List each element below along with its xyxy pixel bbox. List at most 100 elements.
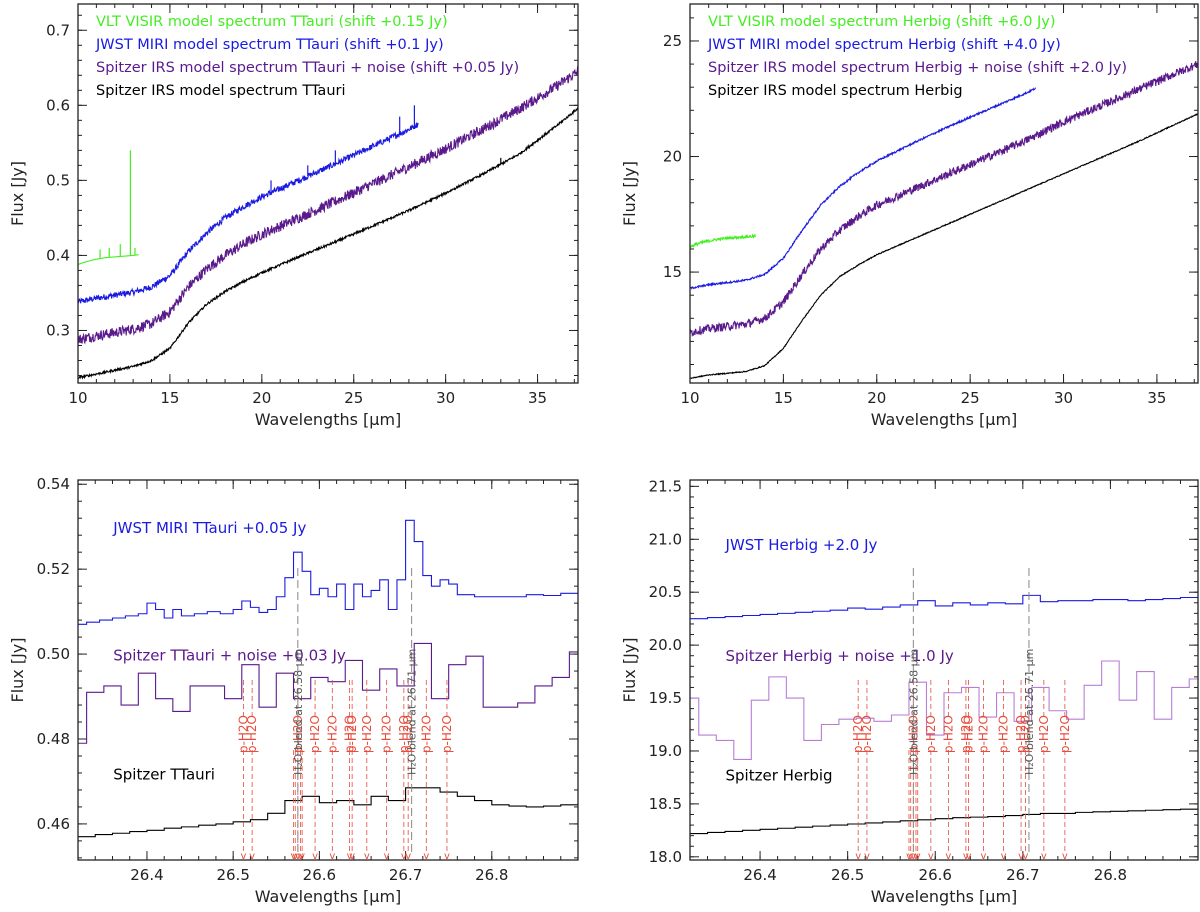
plot-area [78, 65, 578, 380]
y-tick-label: 21.5 [649, 477, 682, 495]
h2o-line-arrow: v [910, 851, 916, 862]
y-tick-label: 0.54 [37, 475, 70, 493]
series-line-1 [690, 87, 1037, 291]
h2o-line-arrow: v [241, 851, 247, 862]
y-tick-label: 0.4 [46, 246, 70, 264]
h2o-line-arrow: v [1001, 851, 1007, 862]
y-axis-label: Flux [Jy] [8, 161, 27, 226]
series-annotation: JWST MIRI TTauri +0.05 Jy [112, 519, 306, 537]
blend-marker-label: H₂O blend at 26.58 μm [907, 649, 920, 775]
series-line-2 [78, 65, 578, 345]
y-tick-label: 0.46 [37, 815, 70, 833]
h2o-line-label: p-H2O [308, 715, 322, 753]
h2o-line-arrow: v [915, 851, 921, 862]
h2o-line-label: p-H2O [325, 715, 339, 753]
h2o-line-label: p-H2O [419, 715, 433, 753]
h2o-line-arrow: v [1022, 851, 1028, 862]
h2o-line-arrow: v [299, 851, 305, 862]
h2o-line-arrow: v [347, 851, 353, 862]
h2o-line-arrow: v [913, 851, 919, 862]
x-tick-label: 35 [1147, 389, 1166, 407]
h2o-line-arrow: v [906, 851, 912, 862]
h2o-line-arrow: v [928, 851, 934, 862]
x-tick-label: 15 [774, 389, 793, 407]
y-tick-label: 0.5 [46, 171, 70, 189]
plot-area [690, 568, 1198, 854]
h2o-line-label: p-H2O [237, 715, 251, 753]
legend-entry: Spitzer IRS model spectrum Herbig + nois… [708, 60, 1127, 76]
h2o-line-label: p-H2O [440, 715, 454, 753]
h2o-line-arrow: v [249, 851, 255, 862]
legend-entry: VLT VISIR model spectrum Herbig (shift +… [708, 14, 1056, 30]
h2o-line-arrow: v [384, 851, 390, 862]
h2o-line-label: p-H2O [959, 715, 973, 753]
legend-entry: Spitzer IRS model spectrum Herbig [708, 83, 963, 99]
h2o-line-label: p-H2O [397, 715, 411, 753]
h2o-line-label: p-H2O [976, 715, 990, 753]
h2o-line-arrow: v [401, 851, 407, 862]
y-tick-label: 18.0 [649, 848, 682, 866]
y-tick-label: 0.3 [46, 321, 70, 339]
h2o-line-label: p-H2O [345, 715, 359, 753]
h2o-line-arrow: v [1018, 851, 1024, 862]
h2o-line-label: p-H2O [851, 715, 865, 753]
legend-entry: Spitzer IRS model spectrum TTauri [96, 83, 346, 99]
y-tick-label: 0.52 [37, 560, 70, 578]
y-tick-label: 25 [663, 32, 682, 50]
y-tick-label: 15 [663, 263, 682, 281]
x-tick-label: 10 [68, 389, 87, 407]
h2o-line-arrow: v [349, 851, 355, 862]
series-annotation: JWST Herbig +2.0 Jy [725, 536, 878, 554]
x-tick-label: 26.4 [743, 866, 776, 884]
h2o-line-label: p-H2O [245, 715, 259, 753]
h2o-line-label: p-H2O [924, 715, 938, 753]
series-line-0 [78, 519, 578, 625]
series-annotation: Spitzer Herbig + noise +1.0 Jy [726, 647, 954, 665]
h2o-line-arrow: v [291, 851, 297, 862]
h2o-line-label: p-H2O [291, 715, 305, 753]
x-tick-label: 30 [1054, 389, 1073, 407]
x-axis-label: Wavelengths [μm] [255, 887, 402, 906]
x-tick-label: 26.7 [1006, 866, 1039, 884]
h2o-line-arrow: v [864, 851, 870, 862]
h2o-line-arrow: v [329, 851, 335, 862]
x-axis-label: Wavelengths [μm] [871, 410, 1018, 429]
h2o-line-arrow: v [423, 851, 429, 862]
chart-panel-bottom-right: 26.4 26.5 26.6 26.7 26.8 18.0 18.5 19.0 19.5 20.0… [620, 477, 1199, 906]
h2o-line-label: p-H2O [1018, 715, 1032, 753]
plot-frame [689, 479, 1199, 861]
x-tick-label: 10 [680, 389, 699, 407]
x-axis-label: Wavelengths [μm] [255, 410, 402, 429]
blend-marker-label: H₂O blend at 26.71 μm [1023, 649, 1036, 775]
h2o-line-arrow: v [908, 851, 914, 862]
y-axis-label: Flux [Jy] [620, 161, 639, 226]
y-tick-label: 0.7 [46, 21, 70, 39]
x-tick-label: 26.8 [1094, 866, 1127, 884]
x-tick-label: 15 [160, 389, 179, 407]
series-line-2 [78, 787, 578, 838]
plot-frame [689, 3, 1199, 384]
h2o-line-label: p-H2O [343, 715, 357, 753]
series-annotation: Spitzer Herbig [726, 767, 833, 785]
x-tick-label: 26.5 [831, 866, 864, 884]
h2o-line-arrow: v [1041, 851, 1047, 862]
h2o-line-arrow: v [855, 851, 861, 862]
h2o-line-label: p-H2O [906, 715, 920, 753]
series-line-3 [690, 113, 1198, 379]
x-tick-label: 26.4 [130, 866, 163, 884]
x-tick-label: 26.8 [475, 866, 508, 884]
h2o-line-arrow: v [292, 851, 298, 862]
legend-entry: JWST MIRI model spectrum Herbig (shift +… [707, 37, 1061, 53]
h2o-line-label: p-H2O [997, 715, 1011, 753]
x-tick-label: 30 [436, 389, 455, 407]
y-tick-label: 0.6 [46, 96, 70, 114]
plot-frame [77, 3, 579, 384]
series-annotation: Spitzer TTauri [113, 765, 215, 783]
h2o-line-label: p-H2O [1014, 715, 1028, 753]
series-line-0 [78, 254, 139, 265]
chart-panel-top-left: 10 15 20 25 30 35 0.3 0.4 0.5 0.6 0.7 Wavelengths [… [8, 3, 579, 429]
blend-marker-label: H₂O blend at 26.71 μm [406, 649, 419, 775]
series-line-0 [690, 594, 1198, 620]
y-tick-label: 0.48 [37, 730, 70, 748]
